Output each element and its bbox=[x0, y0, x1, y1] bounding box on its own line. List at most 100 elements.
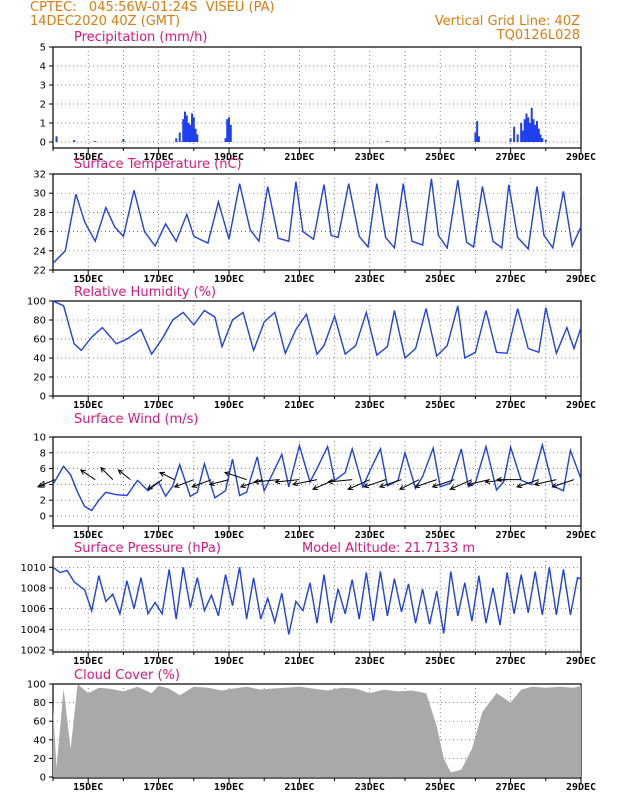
pres-ytick-label: 1008 bbox=[21, 584, 46, 595]
cloud-ytick-label: 100 bbox=[27, 680, 46, 691]
pres-xtick-label: 27DEC bbox=[496, 656, 526, 667]
rh-xtick-label: 17DEC bbox=[144, 400, 174, 411]
rh-xtick-label: 25DEC bbox=[425, 400, 455, 411]
precip-bar bbox=[333, 141, 336, 142]
rh-ytick-label: 20 bbox=[33, 373, 46, 384]
rh-ytick-label: 40 bbox=[33, 354, 46, 365]
pres-line bbox=[52, 566, 582, 635]
pres-xtick-label: 17DEC bbox=[144, 656, 174, 667]
wind-xtick-label: 29DEC bbox=[566, 530, 596, 541]
wind-arrow-head bbox=[378, 482, 385, 489]
wind-arrow bbox=[80, 469, 96, 481]
wind-arrow-head bbox=[159, 471, 166, 477]
wind-arrow bbox=[467, 479, 490, 485]
temp-xtick-label: 15DEC bbox=[73, 274, 103, 285]
wind-arrow bbox=[224, 471, 247, 481]
precip-bar bbox=[544, 140, 547, 142]
wind-xtick-label: 21DEC bbox=[284, 530, 314, 541]
precip-bar bbox=[474, 132, 477, 142]
cloud-xtick-label: 27DEC bbox=[496, 782, 526, 793]
wind-arrow bbox=[147, 479, 163, 490]
wind-ytick-label: 10 bbox=[33, 433, 46, 444]
wind-arrow bbox=[432, 479, 455, 488]
precip-xtick-label: 23DEC bbox=[355, 152, 385, 163]
wind-xtick-label: 25DEC bbox=[425, 530, 455, 541]
temp-ytick-label: 22 bbox=[33, 266, 46, 277]
precip-ytick-label: 5 bbox=[40, 43, 46, 54]
precip-bar bbox=[184, 111, 186, 142]
panel-pres: 1002 1004 1006 1008 1010 15DEC 17DEC 19DEC 21DEC… bbox=[21, 541, 597, 667]
precip-bar bbox=[476, 121, 479, 142]
pres-xtick-label: 23DEC bbox=[355, 656, 385, 667]
wind-arrow bbox=[174, 479, 194, 488]
precip-bar bbox=[534, 124, 537, 142]
wind-arrow-head bbox=[253, 478, 260, 485]
wind-arrow bbox=[209, 479, 230, 485]
rh-xtick-label: 19DEC bbox=[214, 400, 244, 411]
wind-xtick-label: 17DEC bbox=[144, 530, 174, 541]
precip-bar bbox=[122, 139, 125, 142]
wind-ytick-label: 4 bbox=[40, 480, 46, 491]
precip-bar bbox=[94, 141, 97, 142]
precip-bar bbox=[298, 141, 301, 142]
cloud-xtick-label: 21DEC bbox=[284, 782, 314, 793]
temp-xtick-label: 25DEC bbox=[425, 274, 455, 285]
cloud-area bbox=[53, 684, 581, 777]
temp-ytick-label: 26 bbox=[33, 227, 46, 238]
precip-bar bbox=[532, 119, 535, 142]
panel-precip: 0 1 2 3 4 5 15DEC 17DEC 19DEC 21DEC 23DEC 25DEC 27DE… bbox=[40, 30, 596, 163]
wind-arrow-head bbox=[117, 469, 124, 475]
wind-line bbox=[52, 442, 582, 512]
rh-line bbox=[52, 300, 582, 360]
precip-bar bbox=[182, 119, 185, 142]
wind-arrow-head bbox=[516, 482, 523, 489]
pres-subtitle: Model Altitude: 21.7133 m bbox=[302, 541, 475, 556]
precip-bar bbox=[189, 124, 192, 142]
precip-title: Precipitation (mm/h) bbox=[74, 30, 207, 45]
precip-bar bbox=[530, 107, 533, 142]
temp-line bbox=[52, 178, 582, 264]
wind-arrow-head bbox=[239, 482, 246, 489]
pres-ytick-label: 1006 bbox=[21, 604, 46, 615]
pres-xtick-label: 15DEC bbox=[73, 656, 103, 667]
wind-ytick-label: 8 bbox=[40, 448, 46, 459]
cloud-xtick-label: 15DEC bbox=[73, 782, 103, 793]
precip-bar bbox=[192, 117, 195, 142]
wind-arrow bbox=[450, 479, 473, 490]
precip-xtick-label: 25DEC bbox=[425, 152, 455, 163]
wind-ytick-label: 2 bbox=[40, 496, 46, 507]
precip-bar bbox=[539, 134, 542, 142]
panel-cloud: 0 20 40 60 80 100 15DEC 17DEC 19DEC 21DEC 23DEC 25D… bbox=[27, 668, 596, 793]
rh-xtick-label: 29DEC bbox=[566, 400, 596, 411]
wind-arrow-head bbox=[496, 476, 502, 483]
precip-bar bbox=[196, 134, 199, 142]
wind-ytick-label: 6 bbox=[40, 464, 46, 475]
wind-arrow-head bbox=[311, 485, 319, 491]
wind-arrow bbox=[328, 479, 353, 483]
wind-arrow-head bbox=[431, 482, 438, 489]
wind-arrow-head bbox=[146, 484, 153, 490]
cloud-ytick-label: 20 bbox=[33, 754, 46, 765]
temp-ytick-label: 32 bbox=[33, 170, 46, 181]
date-header: 14DEC2020 40Z (GMT) bbox=[30, 14, 181, 29]
precip-bar bbox=[228, 117, 230, 142]
temp-xtick-label: 29DEC bbox=[566, 274, 596, 285]
temp-xtick-label: 21DEC bbox=[284, 274, 314, 285]
temp-xtick-label: 17DEC bbox=[144, 274, 174, 285]
precip-ytick-label: 4 bbox=[40, 62, 46, 73]
pres-xtick-label: 25DEC bbox=[425, 656, 455, 667]
wind-arrow-head bbox=[484, 478, 491, 485]
wind-arrow bbox=[552, 479, 575, 488]
precip-bar bbox=[536, 121, 538, 142]
precip-bar bbox=[516, 134, 519, 142]
precip-bar bbox=[187, 123, 190, 142]
temp-ytick-label: 28 bbox=[33, 208, 46, 219]
precip-bar bbox=[477, 136, 480, 142]
wind-xtick-label: 23DEC bbox=[355, 530, 385, 541]
precip-bar bbox=[73, 140, 76, 142]
wind-xtick-label: 19DEC bbox=[214, 530, 244, 541]
panel-temp: 22 24 26 28 30 32 15DEC 17DEC 19DEC 21DEC 23DEC 25D… bbox=[33, 157, 596, 285]
rh-xtick-label: 27DEC bbox=[496, 400, 526, 411]
precip-bar bbox=[521, 130, 524, 142]
wind-xtick-label: 27DEC bbox=[496, 530, 526, 541]
